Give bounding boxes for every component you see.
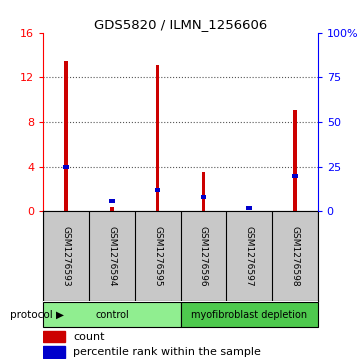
Bar [155,188,160,192]
Text: myofibroblast depletion: myofibroblast depletion [191,310,307,320]
Text: GSM1276596: GSM1276596 [199,226,208,286]
Bar [43,346,65,358]
FancyBboxPatch shape [180,302,318,327]
Title: GDS5820 / ILMN_1256606: GDS5820 / ILMN_1256606 [94,19,267,32]
Bar [293,110,297,211]
Bar [246,206,252,210]
Bar [110,207,114,211]
Text: protocol ▶: protocol ▶ [10,310,64,320]
Bar [156,65,160,211]
Text: count: count [74,332,105,342]
FancyBboxPatch shape [43,302,180,327]
Bar [64,165,69,169]
Bar [109,199,115,203]
Text: GSM1276594: GSM1276594 [108,226,116,286]
Text: percentile rank within the sample: percentile rank within the sample [74,347,261,357]
Text: GSM1276597: GSM1276597 [245,226,253,286]
Bar [201,172,205,211]
Bar [43,331,65,342]
Text: control: control [95,310,129,320]
Text: GSM1276595: GSM1276595 [153,226,162,286]
Text: GSM1276598: GSM1276598 [290,226,299,286]
Bar [201,195,206,199]
Bar [292,174,297,178]
Bar [64,61,68,211]
Text: GSM1276593: GSM1276593 [62,226,71,286]
